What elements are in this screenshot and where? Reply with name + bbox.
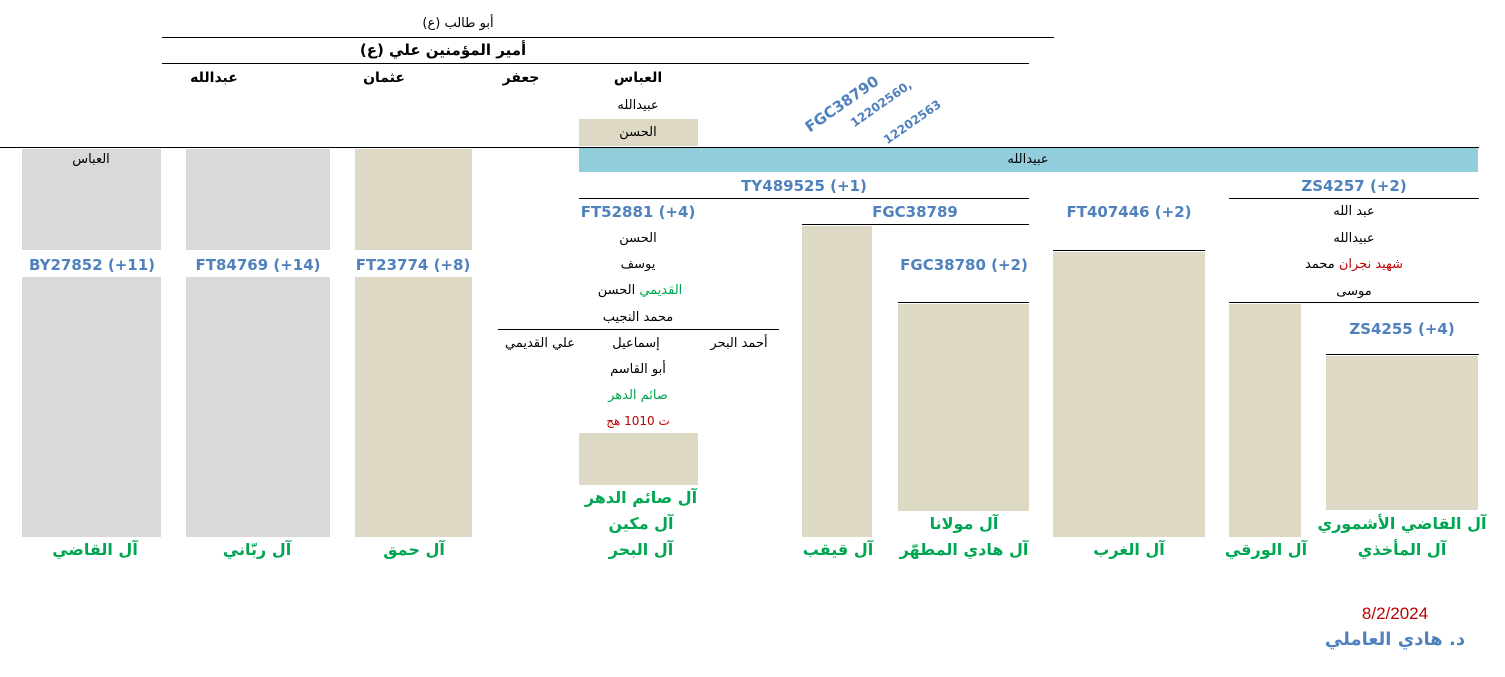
family-saim-dahr: آل صائم الدهر	[584, 488, 698, 507]
ft52881-name-2: يوسف	[620, 257, 656, 272]
rabbani-top-box	[186, 149, 330, 250]
family-hadi-mutahhar: آل هادي المطهّر	[899, 540, 1029, 559]
ty489525-line	[579, 198, 1029, 199]
family-qayqab: آل قيقب	[802, 540, 874, 559]
fgc38780-box	[898, 304, 1029, 511]
snp-fgc38789: FGC38789	[872, 203, 958, 221]
family-makhidhi: آل المأخذي	[1357, 540, 1447, 559]
ali-label: أمير المؤمنين علي (ع)	[359, 41, 527, 59]
footer-date: 8/2/2024	[1361, 604, 1429, 623]
family-bahr: آل البحر	[608, 540, 674, 559]
snp-ft84769: FT84769 (+14)	[195, 256, 321, 274]
zs4255-box	[1326, 356, 1478, 510]
ubaidullah-bar-label: عبيدالله	[1007, 152, 1049, 167]
zs4257-line	[1229, 198, 1479, 199]
ismail: إسماعيل	[612, 336, 660, 351]
zs4257-musa: موسى	[1336, 284, 1372, 299]
zs4257-name-1: عبد الله	[1333, 204, 1375, 219]
snp-ft23774: FT23774 (+8)	[355, 256, 471, 274]
snp-zs4257: ZS4257 (+2)	[1301, 177, 1407, 195]
snp-fgc38780: FGC38780 (+2)	[900, 256, 1028, 274]
abbas-hasan: الحسن	[619, 125, 657, 140]
ghurb-box	[1053, 252, 1205, 537]
snp-ty489525: TY489525 (+1)	[741, 177, 867, 195]
son-uthman: عثمان	[363, 70, 405, 86]
footer-author: د. هادي العاملي	[1324, 629, 1466, 650]
snp-ft52881: FT52881 (+4)	[580, 203, 696, 221]
musa-line	[1229, 302, 1479, 303]
family-ashmuri: آل القاضي الأشموري	[1317, 514, 1487, 533]
saim-dahr: صائم الدهر	[608, 388, 668, 403]
qadi-top-box	[22, 149, 161, 250]
mohammad-word: محمد	[1305, 257, 1335, 272]
ali-qadimi: علي القديمي	[505, 336, 575, 351]
ubaidullah-bar	[579, 148, 1478, 172]
fgc38789-line	[802, 224, 1029, 225]
ali-line	[162, 63, 1029, 64]
family-makin: آل مكين	[608, 514, 674, 533]
hasan-word: الحسن	[597, 283, 636, 298]
saim-dahr-box	[579, 433, 698, 485]
ft52881-name-1: الحسن	[619, 231, 657, 246]
qadi-top-label: العباس	[72, 152, 110, 167]
ahmad-bahr: أحمد البحر	[710, 336, 768, 351]
abu-qasim: أبو القاسم	[610, 362, 666, 377]
ft52881-hasan-qadimi: القديمي الحسن	[598, 284, 683, 297]
fgc38780-line	[898, 302, 1029, 303]
snp-zs4255: ZS4255 (+4)	[1349, 320, 1455, 338]
snp-ft407446: FT407446 (+2)	[1066, 203, 1192, 221]
family-warqi: آل الورقي	[1224, 540, 1308, 559]
qayqab-box	[802, 226, 872, 537]
son-jafar: جعفر	[502, 70, 540, 86]
family-mawlana: آل مولانا	[929, 514, 999, 533]
zs4257-mohammad: شهيد نجران محمد	[1305, 258, 1403, 271]
son-abbas: العباس	[613, 70, 663, 86]
ft407446-line	[1053, 250, 1205, 251]
family-ghurb: آل الغرب	[1093, 540, 1165, 559]
hamaq-top-box	[355, 149, 472, 250]
rabbani-bottom-box	[186, 277, 330, 537]
warqi-box	[1229, 304, 1301, 537]
son-abdullah: عبدالله	[190, 70, 238, 86]
zs4255-line	[1326, 354, 1479, 355]
abu-talib-label: أبو طالب (ع)	[422, 16, 494, 31]
generation-line	[0, 147, 1479, 148]
hamaq-bottom-box	[355, 277, 472, 537]
family-qadi: آل القاضي	[52, 540, 138, 559]
najib-sons-line	[498, 329, 779, 330]
family-hamaq: آل حمق	[383, 540, 445, 559]
family-rabbani: آل ربّاني	[222, 540, 292, 559]
abu-talib-line	[162, 37, 1054, 38]
zs4257-name-2: عبيدالله	[1333, 231, 1375, 246]
qadimi-word: القديمي	[639, 283, 683, 298]
death-date: ت 1010 هج	[606, 414, 670, 428]
ft52881-mohammad-najib: محمد النجيب	[602, 310, 674, 325]
shahid-najran: شهيد نجران	[1338, 257, 1403, 272]
hasan-box	[579, 119, 698, 146]
snp-by27852: BY27852 (+11)	[28, 256, 156, 274]
abbas-ubaidullah: عبيدالله	[617, 98, 659, 113]
qadi-bottom-box	[22, 277, 161, 537]
